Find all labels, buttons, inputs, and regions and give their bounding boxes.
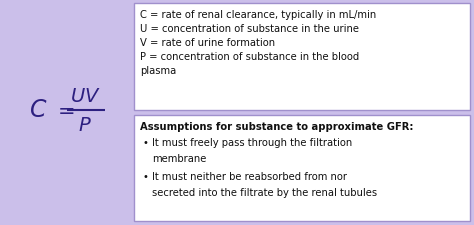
Text: secreted into the filtrate by the renal tubules: secreted into the filtrate by the renal … xyxy=(152,188,377,198)
Text: $\mathit{P}$: $\mathit{P}$ xyxy=(78,117,92,134)
Text: •: • xyxy=(142,138,148,148)
Text: It must freely pass through the filtration: It must freely pass through the filtrati… xyxy=(152,138,353,148)
Bar xyxy=(0,0,130,225)
Text: $\mathit{C}$: $\mathit{C}$ xyxy=(29,99,47,122)
FancyBboxPatch shape xyxy=(134,4,470,110)
Text: $\mathit{UV}$: $\mathit{UV}$ xyxy=(70,88,100,106)
FancyBboxPatch shape xyxy=(134,115,470,221)
Text: It must neither be reabsorbed from nor: It must neither be reabsorbed from nor xyxy=(152,172,347,182)
Text: membrane: membrane xyxy=(152,154,207,164)
Text: Assumptions for substance to approximate GFR:: Assumptions for substance to approximate… xyxy=(140,121,414,131)
Text: $=$: $=$ xyxy=(53,101,74,120)
Text: C = rate of renal clearance, typically in mL/min
U = concentration of substance : C = rate of renal clearance, typically i… xyxy=(140,10,377,76)
Text: •: • xyxy=(142,172,148,182)
